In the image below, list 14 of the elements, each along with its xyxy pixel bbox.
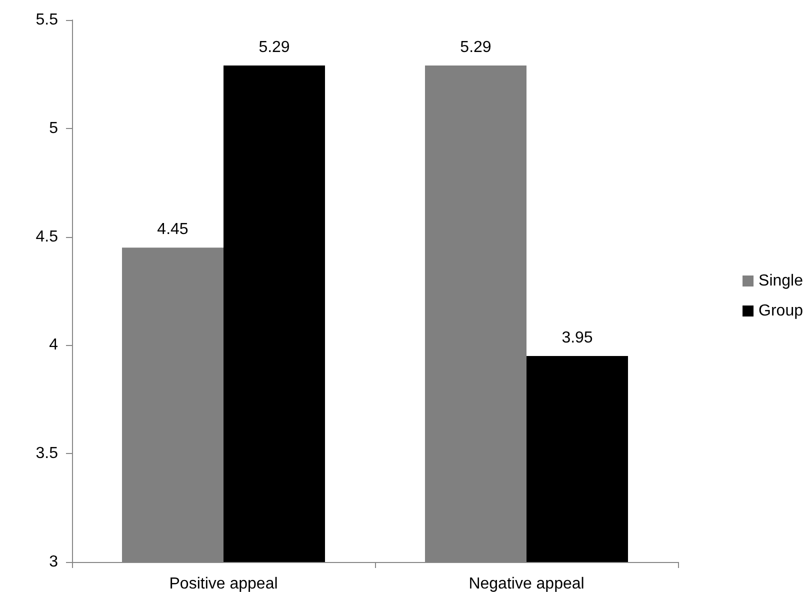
y-tick-label: 5 bbox=[49, 120, 58, 137]
y-tick-label: 3.5 bbox=[36, 445, 58, 462]
data-label: 5.29 bbox=[258, 39, 290, 56]
y-tick-label: 4.5 bbox=[36, 228, 58, 246]
data-label: 5.29 bbox=[460, 39, 492, 56]
legend-label: Group bbox=[758, 302, 804, 320]
legend-label: Single bbox=[758, 272, 804, 290]
data-label: 4.45 bbox=[157, 221, 188, 238]
x-tick-label: Positive appeal bbox=[169, 576, 278, 592]
y-tick-label: 5.5 bbox=[36, 12, 58, 28]
y-tick-label: 4 bbox=[49, 336, 58, 354]
data-label: 3.95 bbox=[562, 330, 593, 347]
y-tick-label: 3 bbox=[49, 554, 58, 570]
x-tick-label: Negative appeal bbox=[468, 576, 584, 592]
